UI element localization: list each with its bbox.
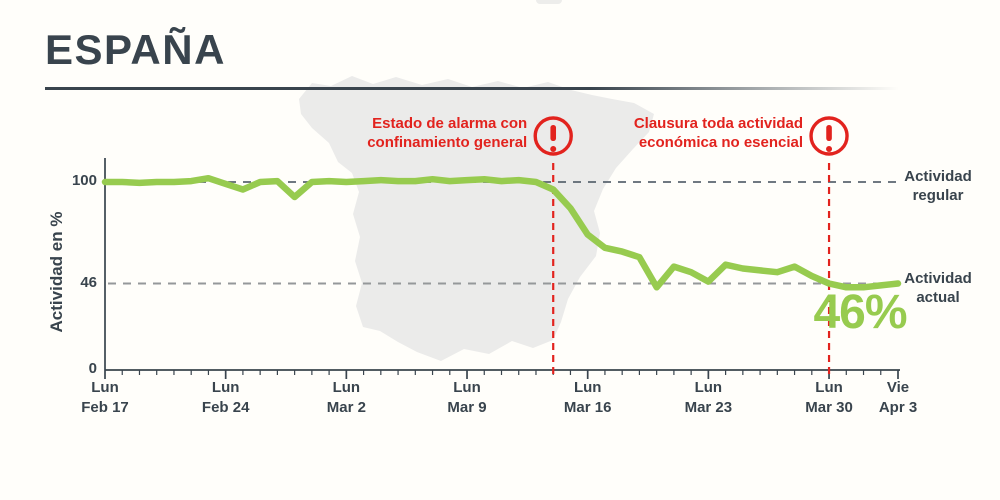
warning-icon-dot (550, 146, 557, 152)
x-tick-label: Vie Apr 3 (853, 378, 943, 418)
annotation-line: económica no esencial (638, 134, 804, 151)
reference-line: Actividad (904, 168, 972, 185)
warning-icon (809, 116, 849, 156)
x-tick-day: Lun (815, 379, 843, 396)
y-tick-label: 0 (88, 360, 97, 377)
activity-line (101, 174, 902, 291)
x-tick-label: Lun Mar 9 (422, 378, 512, 418)
x-tick-day: Lun (453, 379, 481, 396)
x-tick-date: Mar 2 (326, 399, 366, 416)
current-activity-value: 46% (813, 286, 907, 339)
x-tick-label: Lun Mar 16 (543, 378, 633, 418)
x-tick-day: Lun (91, 379, 119, 396)
title-underline (45, 87, 925, 90)
reference-label: Actividad actual (901, 269, 975, 307)
annotation-label: Clausura toda actividad económica no ese… (634, 114, 803, 152)
x-tick-label: Lun Feb 17 (60, 378, 150, 418)
x-tick-label: Lun Mar 30 (784, 378, 874, 418)
x-tick-date: Mar 30 (805, 399, 853, 416)
x-tick-day: Lun (573, 379, 602, 396)
warning-icon (533, 116, 573, 156)
reference-line: regular (912, 187, 964, 204)
annotation-line: confinamiento general (367, 134, 528, 151)
y-tick-label: 46 (80, 273, 97, 291)
y-tick-label: 100 (71, 172, 97, 189)
warning-icon-bar (550, 125, 557, 141)
x-tick-day: Lun (332, 379, 361, 396)
x-tick-date: Mar 23 (684, 399, 733, 416)
x-tick-day: Lun (211, 379, 240, 396)
reference-label: Actividad regular (901, 167, 975, 205)
warning-icon-dot (826, 146, 833, 152)
annotation-line: Clausura toda actividad (633, 115, 804, 132)
x-tick-day: Vie (886, 379, 910, 396)
decorative-fragment (536, 0, 562, 4)
x-tick-day: Lun (694, 379, 723, 396)
x-tick-label: Lun Mar 2 (301, 378, 391, 418)
y-axis-label: Actividad en % (47, 211, 66, 333)
warning-icon-bar (826, 125, 832, 141)
annotation-line: Estado de alarma con (372, 115, 528, 132)
x-tick-date: Mar 9 (447, 399, 487, 416)
reference-line: actual (916, 288, 960, 306)
x-tick-date: Mar 16 (563, 399, 612, 416)
x-tick-date: Feb 24 (201, 399, 250, 416)
x-tick-date: Apr 3 (878, 399, 918, 416)
reference-line: Actividad (904, 269, 972, 287)
x-tick-date: Feb 17 (81, 399, 129, 416)
page-title: ESPAÑA (45, 26, 226, 73)
x-tick-label: Lun Feb 24 (181, 378, 271, 418)
annotation-label: Estado de alarma con confinamiento gener… (367, 114, 527, 152)
x-tick-label: Lun Mar 23 (663, 378, 753, 418)
